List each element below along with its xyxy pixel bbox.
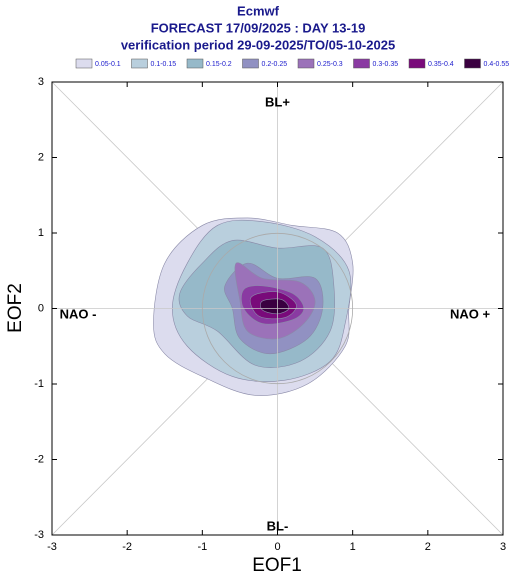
chart-title: Ecmwf	[237, 3, 280, 18]
y-tick-label: -3	[34, 529, 44, 541]
legend-label: 0.35-0.4	[428, 61, 454, 68]
unit-circle	[201, 232, 354, 385]
legend-swatch	[464, 58, 481, 69]
legend-swatch	[297, 58, 315, 69]
y-tick-label: 2	[38, 151, 44, 163]
y-tick-label: 1	[38, 227, 44, 239]
legend-swatch	[242, 58, 259, 69]
annotation: NAO +	[450, 306, 491, 321]
legend-swatch	[353, 58, 370, 69]
legend-swatch	[408, 58, 426, 69]
x-tick-label: -1	[197, 541, 207, 553]
legend-label: 0.2-0.25	[262, 61, 288, 68]
x-tick-label: 3	[500, 541, 506, 553]
x-axis-label: EOF1	[252, 555, 302, 576]
annotation: NAO -	[60, 306, 97, 321]
annotation: BL+	[265, 94, 290, 109]
chart-subtitle: verification period 29-09-2025/TO/05-10-…	[121, 37, 395, 52]
legend-swatch	[186, 58, 204, 69]
legend-label: 0.05-0.1	[95, 61, 121, 68]
legend-swatch	[131, 58, 148, 69]
y-tick-label: -2	[34, 453, 44, 465]
legend-label: 0.25-0.3	[317, 61, 343, 68]
legend-label: 0.1-0.15	[151, 61, 177, 68]
legend-label: 0.4-0.55	[484, 61, 510, 68]
legend-label: 0.3-0.35	[373, 61, 399, 68]
x-tick-label: 1	[350, 541, 356, 553]
y-tick-label: 0	[38, 302, 44, 314]
x-tick-label: 0	[274, 541, 280, 553]
y-tick-label: 3	[38, 76, 44, 88]
legend-swatch	[75, 58, 93, 69]
y-axis-label: EOF2	[5, 283, 26, 333]
contour	[260, 298, 290, 315]
x-tick-label: -2	[122, 541, 132, 553]
annotation: BL-	[267, 518, 289, 533]
y-tick-label: -1	[34, 378, 44, 390]
legend-label: 0.15-0.2	[206, 61, 232, 68]
chart-subtitle: FORECAST 17/09/2025 : DAY 13-19	[151, 20, 366, 35]
x-tick-label: 2	[425, 541, 431, 553]
x-tick-label: -3	[47, 541, 57, 553]
